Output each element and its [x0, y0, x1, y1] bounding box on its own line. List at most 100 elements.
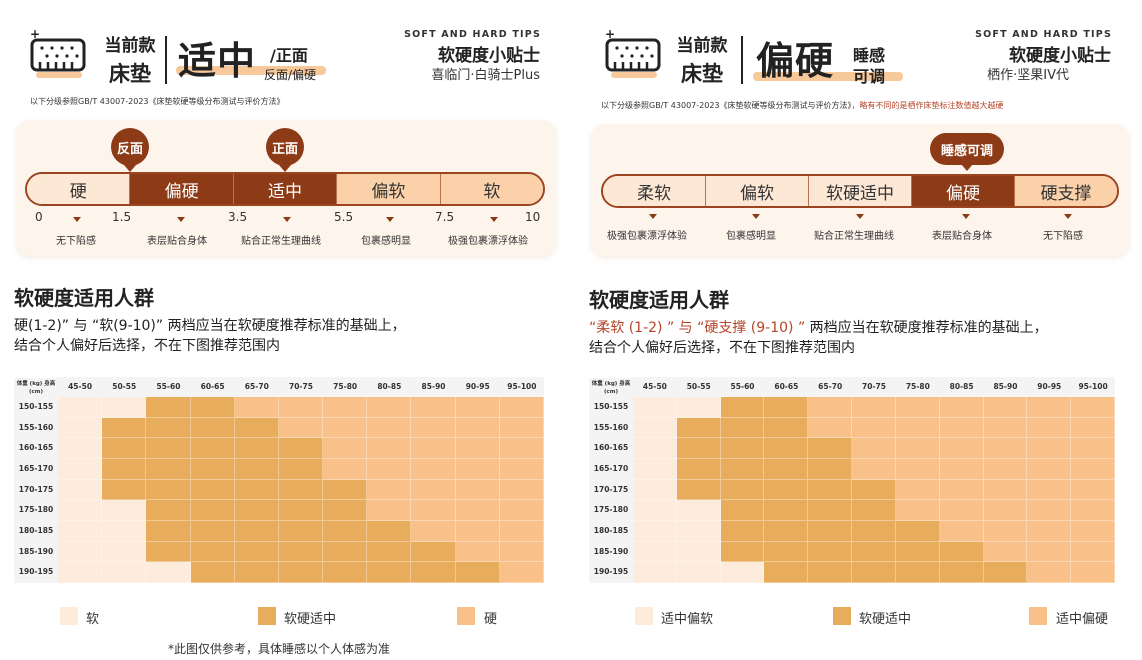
heatmap-cell: [764, 500, 809, 521]
adjust-tag-2: 可调: [853, 67, 886, 86]
heatmap-cell: [1027, 417, 1072, 439]
standard-warning: ，略有不同的是栖作床垫标注数值越大越硬: [851, 101, 1004, 110]
heatmap-cell: [499, 438, 544, 459]
x-tick-label: 60-65: [190, 377, 235, 397]
heatmap-cell: [983, 459, 1028, 480]
heatmap-cell: [499, 417, 544, 439]
heatmap-cell: [895, 521, 940, 542]
heatmap-cell: [146, 562, 191, 583]
heatmap-cell: [278, 521, 324, 542]
heatmap-cell: [190, 459, 235, 480]
x-tick-label: 70-75: [852, 377, 896, 397]
heatmap-cell: [720, 459, 765, 480]
heatmap-cell: [411, 397, 456, 418]
heatmap-cell: [58, 500, 103, 521]
y-tick-label: 155-160: [14, 417, 58, 439]
firmness-scale: 硬 偏硬 适中 偏软 软: [25, 172, 545, 206]
heatmap-cell: [499, 562, 544, 583]
suitability-heatmap: 体重 (kg) 身高 (cm) 45-50 50-55 55-60 60-65 65-70…: [589, 377, 1115, 583]
heatmap-cell: [633, 397, 677, 418]
mattress-icon: +: [605, 27, 661, 78]
pointer: [177, 217, 185, 222]
heatmap-cell: [676, 397, 721, 418]
heatmap-cell: [764, 397, 809, 418]
heatmap-cell: [190, 500, 235, 521]
heatmap-cell: [808, 479, 853, 501]
heatmap-cell: [367, 438, 412, 459]
heatmap-cell: [455, 500, 500, 521]
heatmap-cell: [190, 521, 235, 542]
heatmap-cell: [895, 541, 940, 563]
heatmap-cell: [676, 541, 721, 563]
heatmap-cell: [895, 417, 940, 439]
heatmap-cell: [190, 438, 235, 459]
pointer: [962, 214, 970, 219]
heatmap-cell: [633, 438, 677, 459]
heatmap-cell: [278, 438, 324, 459]
note-line-1: “柔软 (1-2) ” 与 “硬支撑 (9-10) ” 两档应当在软硬度推荐标准…: [589, 318, 1048, 338]
note-line-1: 硬(1-2)” 与 “软(9-10)” 两档应当在软硬度推荐标准的基础上，: [14, 318, 406, 334]
heatmap-cell: [234, 521, 279, 542]
heatmap-cell: [323, 479, 368, 501]
heatmap-cell: [808, 521, 853, 542]
heatmap-cell: [411, 500, 456, 521]
heatmap-cell: [190, 541, 235, 563]
heatmap-cell: [323, 417, 368, 439]
heatmap-cell: [234, 541, 279, 563]
section-title: 软硬度适用人群: [14, 286, 154, 310]
pin-back: 反面: [111, 128, 149, 172]
heatmap-cell: [633, 541, 677, 563]
heatmap-cell: [939, 479, 984, 501]
tick-4: 7.5: [435, 210, 455, 224]
heatmap-cell: [455, 562, 500, 583]
scale-seg-firm: 偏硬: [912, 176, 1015, 206]
note-line-2: 结合个人偏好后选择，不在下图推荐范围内: [589, 340, 855, 356]
heatmap-cell: [983, 521, 1028, 542]
heatmap-cell: [720, 500, 765, 521]
pin-adjustable: 睡感可调: [930, 133, 1004, 171]
x-tick-label: 45-50: [58, 377, 103, 397]
heatmap-cell: [58, 438, 103, 459]
heatmap-cell: [895, 479, 940, 501]
pointer: [73, 217, 81, 222]
heatmap-cell: [499, 479, 544, 501]
y-tick-label: 180-185: [589, 521, 633, 542]
x-tick-label: 65-70: [808, 377, 853, 397]
heatmap-cell: [633, 459, 677, 480]
heatmap-cell: [367, 479, 412, 501]
heatmap-cell: [146, 459, 191, 480]
tick-1: 1.5: [112, 210, 132, 224]
x-tick-label: 90-95: [1027, 377, 1072, 397]
y-tick-label: 170-175: [14, 479, 58, 501]
heatmap-cell: [367, 417, 412, 439]
heatmap-cell: [146, 500, 191, 521]
scale-seg-hard: 硬: [27, 174, 131, 204]
heatmap-cell: [1027, 541, 1072, 563]
heatmap-cell: [323, 541, 368, 563]
heatmap-cell: [146, 521, 191, 542]
heatmap-cell: [367, 541, 412, 563]
heatmap-cell: [720, 417, 765, 439]
heatmap-cell: [234, 417, 279, 439]
heatmap-cell: [939, 500, 984, 521]
heatmap-cell: [720, 438, 765, 459]
heatmap-cell: [676, 500, 721, 521]
heatmap-cell: [455, 541, 500, 563]
firmness-scale: 柔软 偏软 软硬适中 偏硬 硬支撑: [601, 174, 1119, 208]
heatmap-cell: [676, 479, 721, 501]
standard-note: 以下分级参照GB/T 43007-2023《床垫软硬等级分布测试与评价方法》，略…: [601, 100, 1004, 111]
x-tick-label: 95-100: [1071, 377, 1115, 397]
heatmap-cell: [633, 479, 677, 501]
heatmap-cell: [764, 521, 809, 542]
heatmap-cell: [676, 521, 721, 542]
tick-0: 0: [35, 210, 43, 224]
heatmap-cell: [102, 562, 147, 583]
heatmap-cell: [939, 562, 984, 583]
y-tick-label: 175-180: [14, 500, 58, 521]
heatmap-cell: [633, 417, 677, 439]
pointer: [386, 217, 394, 222]
heatmap-cell: [676, 562, 721, 583]
heatmap-cell: [852, 500, 896, 521]
title-highlight: [176, 66, 326, 75]
heatmap-cell: [895, 397, 940, 418]
